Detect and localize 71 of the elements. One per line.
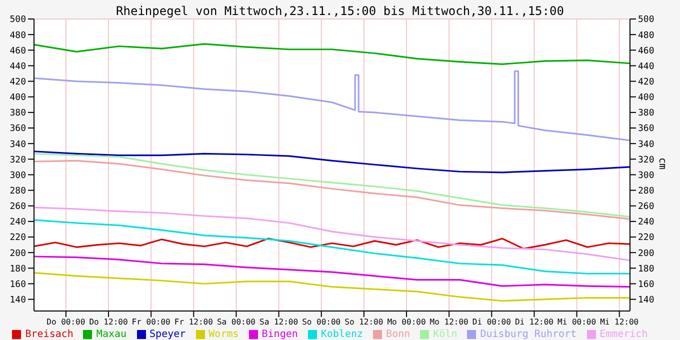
legend-label: Worms bbox=[208, 329, 239, 340]
legend-label: Koblenz bbox=[320, 329, 364, 340]
line-series bbox=[34, 238, 630, 250]
y-tick-label: 220 bbox=[10, 233, 26, 244]
y2-tick-label: 400 bbox=[638, 93, 654, 104]
legend-label: Bonn bbox=[386, 329, 410, 340]
legend-label: Duisburg Ruhrort bbox=[480, 329, 577, 340]
legend-label: Maxau bbox=[96, 329, 127, 340]
y2-tick-label: 340 bbox=[638, 140, 654, 150]
y2-axis-title: cm bbox=[656, 157, 668, 170]
y2-tick-label: 140 bbox=[638, 296, 654, 306]
x-tick-label: Do 12:00 bbox=[89, 318, 128, 327]
legend-label: Köln bbox=[433, 329, 458, 340]
x-tick-label: Mo 00:00 bbox=[387, 318, 426, 327]
y-tick-label: 260 bbox=[10, 202, 26, 212]
legend-label: Emmerich bbox=[600, 329, 648, 340]
y2-tick-label: 320 bbox=[638, 155, 654, 166]
y-tick-label: 420 bbox=[10, 77, 26, 88]
y2-tick-label: 180 bbox=[638, 264, 654, 274]
y2-tick-label: 380 bbox=[638, 108, 654, 119]
x-tick-label: Fr 00:00 bbox=[132, 318, 171, 327]
y-tick-label: 480 bbox=[10, 30, 26, 41]
x-tick-label: Sa 12:00 bbox=[260, 318, 298, 327]
x-tick-label: Di 12:00 bbox=[514, 318, 554, 327]
y2-tick-label: 280 bbox=[638, 186, 654, 196]
y-tick-label: 200 bbox=[10, 248, 26, 259]
line-series bbox=[34, 219, 630, 274]
y2-tick-label: 160 bbox=[638, 280, 654, 290]
y-tick-label: 500 bbox=[10, 15, 26, 26]
legend-label: Breisach bbox=[25, 329, 74, 340]
y-tick-label: 360 bbox=[10, 124, 26, 134]
y2-tick-label: 480 bbox=[638, 30, 654, 41]
y-tick-label: 460 bbox=[10, 46, 26, 56]
y-tick-label: 300 bbox=[10, 170, 26, 181]
y2-tick-label: 260 bbox=[638, 202, 654, 212]
y2-tick-label: 500 bbox=[638, 15, 654, 26]
x-tick-label: Mi 00:00 bbox=[558, 318, 596, 327]
x-tick-label: Mi 12:00 bbox=[600, 318, 639, 327]
y2-tick-label: 440 bbox=[638, 62, 654, 72]
y-tick-label: 440 bbox=[10, 62, 26, 72]
y2-tick-label: 300 bbox=[638, 170, 654, 181]
x-tick-label: Do 00:00 bbox=[46, 318, 86, 327]
x-tick-label: Sa 00:00 bbox=[216, 318, 256, 327]
y-tick-label: 160 bbox=[10, 280, 26, 290]
line-series bbox=[34, 43, 630, 65]
y-tick-label: 180 bbox=[10, 264, 26, 274]
y-tick-label: 340 bbox=[10, 140, 26, 150]
line-series bbox=[34, 206, 630, 262]
y2-tick-label: 460 bbox=[638, 46, 654, 56]
x-tick-label: Mo 12:00 bbox=[430, 318, 469, 327]
y-tick-label: 140 bbox=[10, 296, 26, 306]
y-tick-label: 280 bbox=[10, 186, 26, 196]
y-tick-label: 380 bbox=[10, 108, 26, 119]
y2-tick-label: 240 bbox=[638, 218, 654, 228]
y-tick-label: 240 bbox=[10, 218, 26, 228]
x-tick-label: So 00:00 bbox=[302, 318, 341, 327]
y2-tick-label: 220 bbox=[638, 233, 654, 244]
x-tick-label: Di 00:00 bbox=[472, 318, 512, 327]
legend-label: Bingen bbox=[262, 329, 298, 340]
line-series bbox=[34, 272, 630, 302]
x-tick-label: Fr 12:00 bbox=[174, 318, 214, 327]
x-tick-label: So 12:00 bbox=[344, 318, 384, 327]
line-series bbox=[34, 256, 630, 288]
line-series bbox=[34, 150, 630, 174]
y2-tick-label: 200 bbox=[638, 248, 654, 259]
y2-tick-label: 420 bbox=[638, 77, 654, 88]
chart-title: Rheinpegel von Mittwoch,23.11.,15:00 bis Mittwoch,30.11.,15:00 bbox=[116, 4, 564, 18]
y2-tick-label: 360 bbox=[638, 124, 654, 134]
legend-label: Speyer bbox=[150, 329, 186, 340]
y-tick-label: 320 bbox=[10, 155, 26, 166]
y-tick-label: 400 bbox=[10, 93, 26, 104]
